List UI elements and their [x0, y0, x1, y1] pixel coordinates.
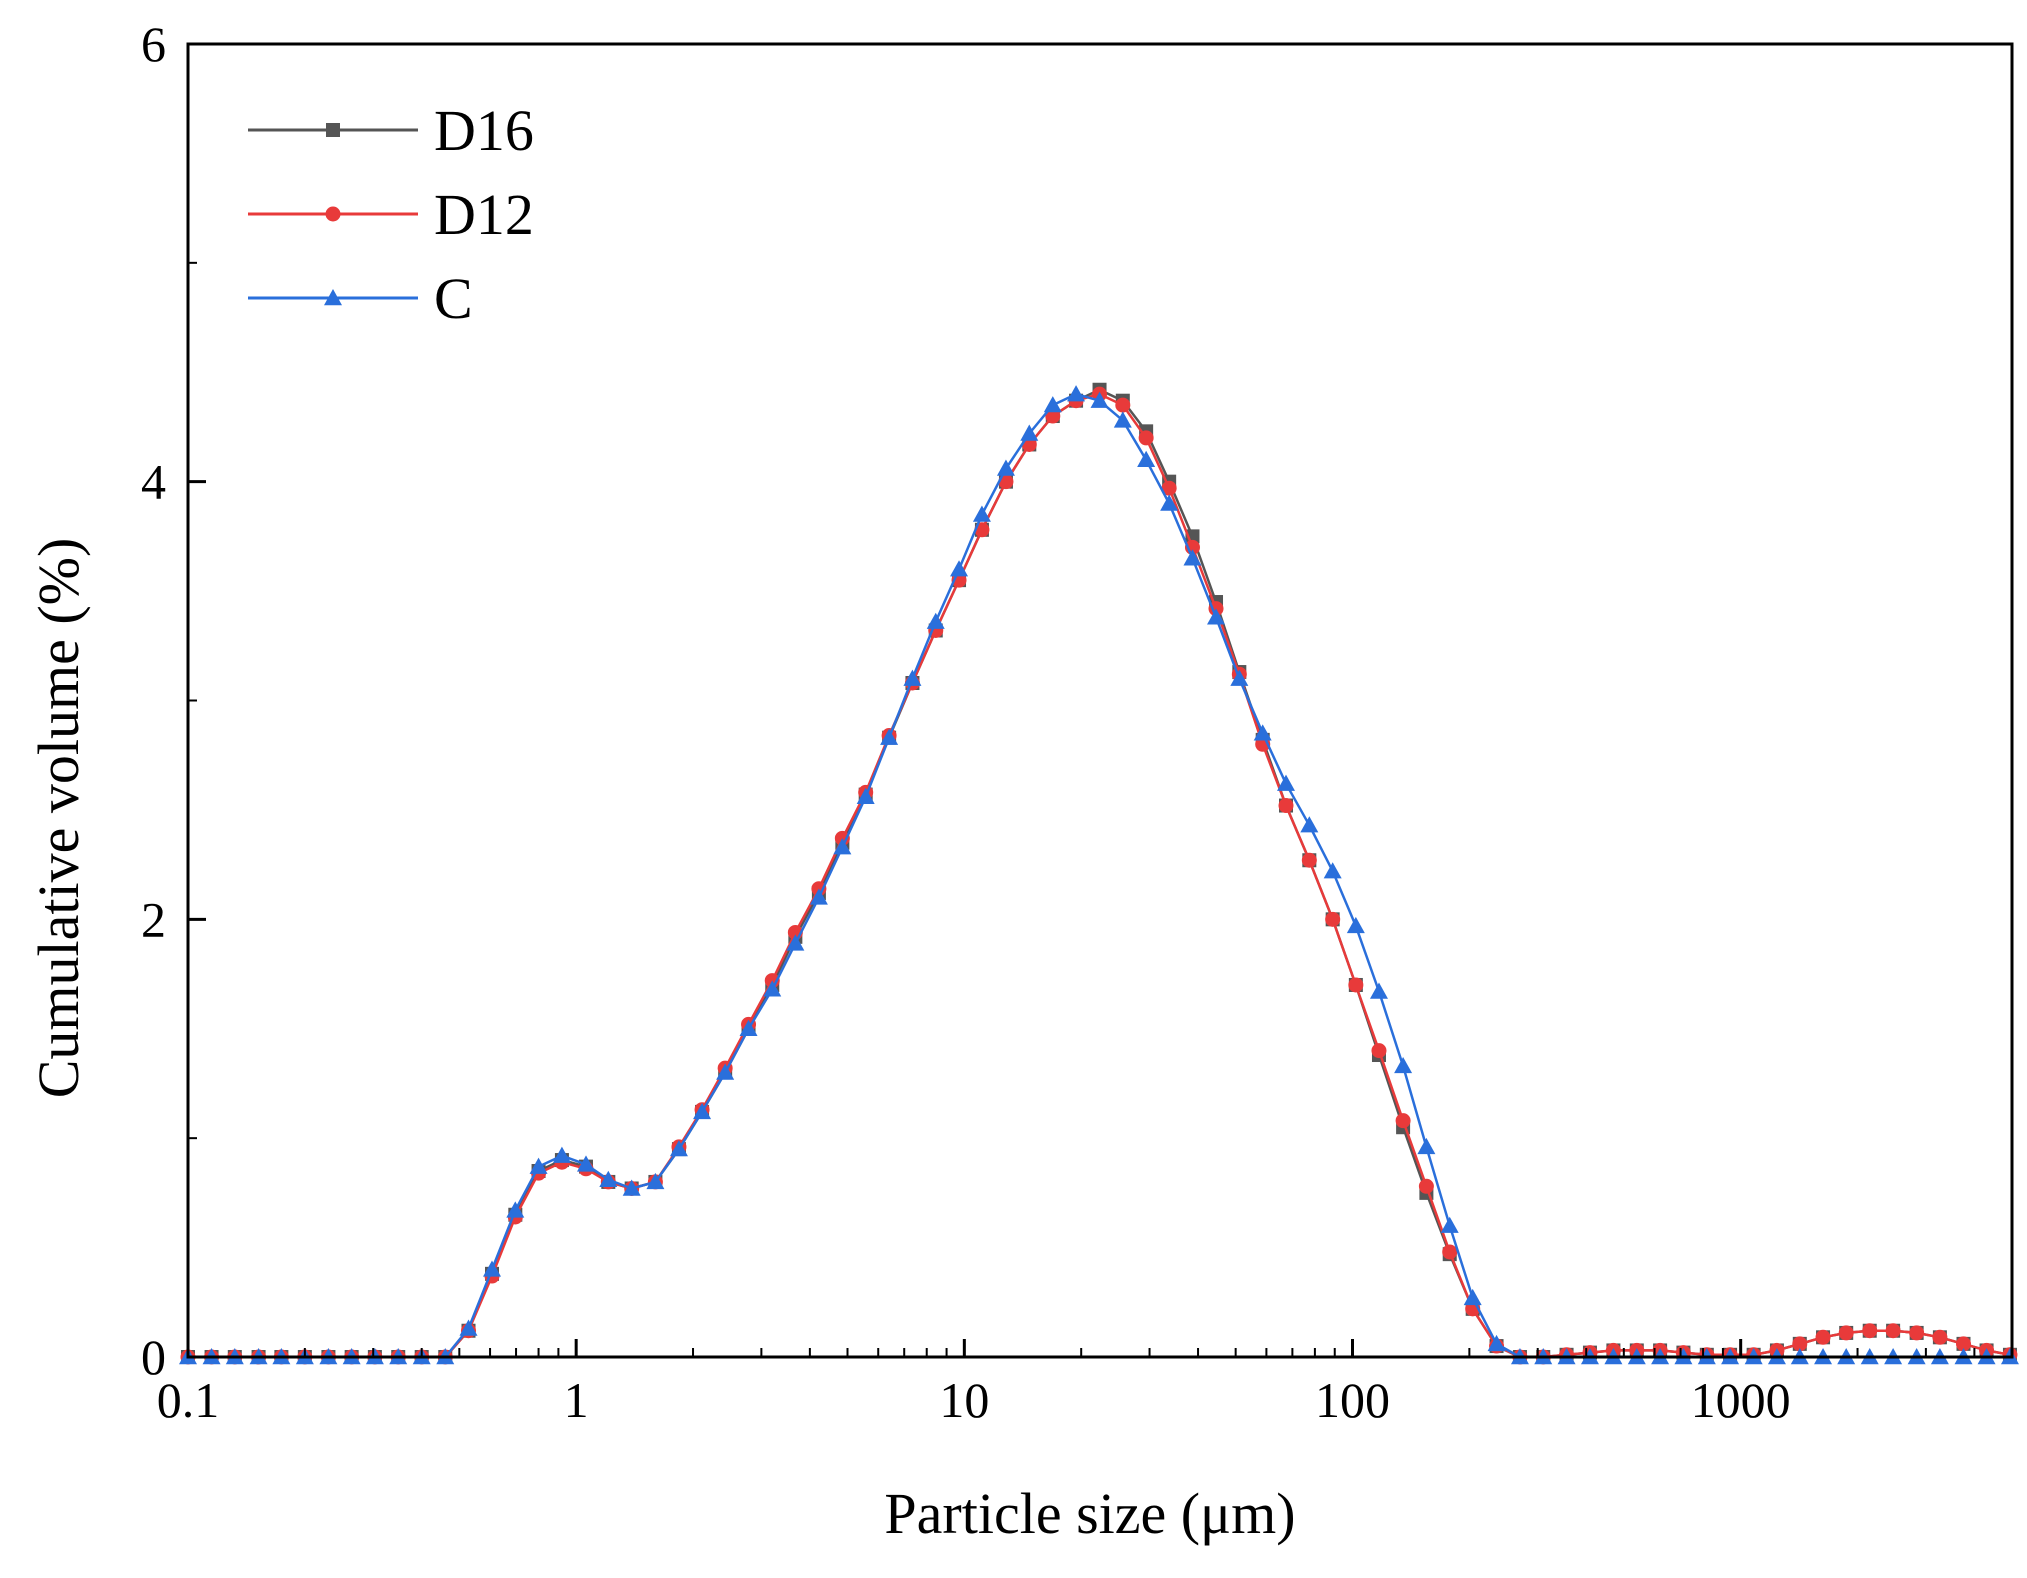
data-point	[599, 1170, 618, 1187]
y-tick-label: 0	[141, 1329, 166, 1385]
data-point	[1369, 982, 1388, 999]
data-point	[1838, 1325, 1854, 1341]
axes: 0.1 1 10 100 1000 0 2 4 6	[141, 16, 2014, 1428]
data-point	[1020, 424, 1039, 441]
legend-item-d12: D12	[248, 182, 534, 247]
data-point	[1278, 798, 1294, 814]
data-point	[763, 980, 782, 997]
data-point	[1207, 608, 1226, 625]
data-point	[1183, 549, 1202, 566]
data-point	[1230, 669, 1249, 686]
data-point	[1371, 1043, 1387, 1059]
data-point	[1442, 1244, 1458, 1260]
data-point	[506, 1201, 525, 1218]
x-axis-title: Particle size (μm)	[884, 1481, 1295, 1546]
y-tick-label: 4	[141, 454, 166, 510]
data-point	[1440, 1216, 1459, 1233]
data-point	[833, 838, 852, 855]
data-point	[483, 1260, 502, 1277]
data-point	[1394, 1056, 1413, 1074]
data-point	[1885, 1323, 1901, 1339]
data-point	[576, 1155, 595, 1172]
x-tick-label: 100	[1315, 1372, 1390, 1428]
data-point	[880, 728, 899, 745]
data-point	[1253, 724, 1272, 741]
data-point	[1138, 430, 1154, 446]
data-point	[903, 669, 922, 686]
data-point	[1348, 977, 1364, 993]
legend-item-c: C	[248, 266, 473, 331]
x-tick-label: 0.1	[157, 1372, 220, 1428]
data-point	[1909, 1325, 1925, 1341]
data-point	[856, 787, 875, 804]
data-point	[1160, 494, 1179, 511]
x-tick-label: 1000	[1691, 1372, 1791, 1428]
series-layer	[179, 382, 2019, 1365]
data-point	[972, 505, 991, 522]
data-point	[1115, 397, 1131, 413]
data-point	[1395, 1113, 1411, 1129]
data-point	[1300, 816, 1319, 833]
data-point	[716, 1063, 735, 1080]
data-point	[1418, 1178, 1434, 1194]
data-point	[809, 888, 828, 905]
y-tick-label: 6	[141, 16, 166, 72]
data-point	[552, 1146, 571, 1163]
data-point	[1487, 1334, 1506, 1352]
legend-label: D12	[434, 182, 534, 247]
data-point	[1277, 774, 1296, 791]
data-point	[996, 459, 1015, 476]
data-point	[950, 560, 969, 577]
data-point	[926, 612, 945, 629]
x-tick-label: 1	[564, 1372, 589, 1428]
data-point	[622, 1179, 641, 1196]
data-point	[1325, 911, 1341, 927]
data-point	[529, 1157, 548, 1174]
data-point	[1932, 1329, 1948, 1345]
legend-marker	[325, 206, 341, 222]
x-tick-label: 10	[939, 1372, 989, 1428]
legend-marker	[326, 123, 340, 137]
data-point	[1346, 916, 1365, 934]
data-point	[1137, 450, 1156, 467]
data-point	[1301, 852, 1317, 868]
legend-label: D16	[434, 98, 534, 163]
data-point	[1090, 391, 1109, 408]
data-point	[1067, 385, 1086, 402]
data-point	[739, 1019, 758, 1036]
data-point	[1323, 862, 1342, 879]
data-point	[1113, 411, 1132, 428]
data-point	[1862, 1323, 1878, 1339]
data-point	[1417, 1137, 1436, 1155]
legend-label: C	[434, 266, 473, 331]
data-point	[1815, 1329, 1831, 1345]
data-point	[786, 934, 805, 951]
data-point	[1463, 1288, 1482, 1306]
data-point	[646, 1172, 665, 1190]
data-point	[1043, 396, 1062, 413]
data-point	[1792, 1336, 1808, 1352]
data-point	[1956, 1336, 1972, 1352]
y-tick-label: 2	[141, 891, 166, 947]
legend: D16 D12 C	[248, 98, 534, 331]
legend-item-d16: D16	[248, 98, 534, 163]
data-point	[669, 1140, 688, 1157]
legend-marker	[324, 289, 342, 306]
data-point	[1161, 480, 1177, 496]
data-point	[459, 1319, 478, 1336]
data-point	[693, 1102, 712, 1120]
y-axis-title: Cumulative volume (%)	[26, 538, 91, 1099]
